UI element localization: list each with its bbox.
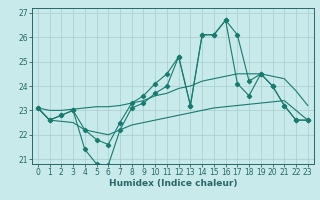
X-axis label: Humidex (Indice chaleur): Humidex (Indice chaleur) <box>108 179 237 188</box>
